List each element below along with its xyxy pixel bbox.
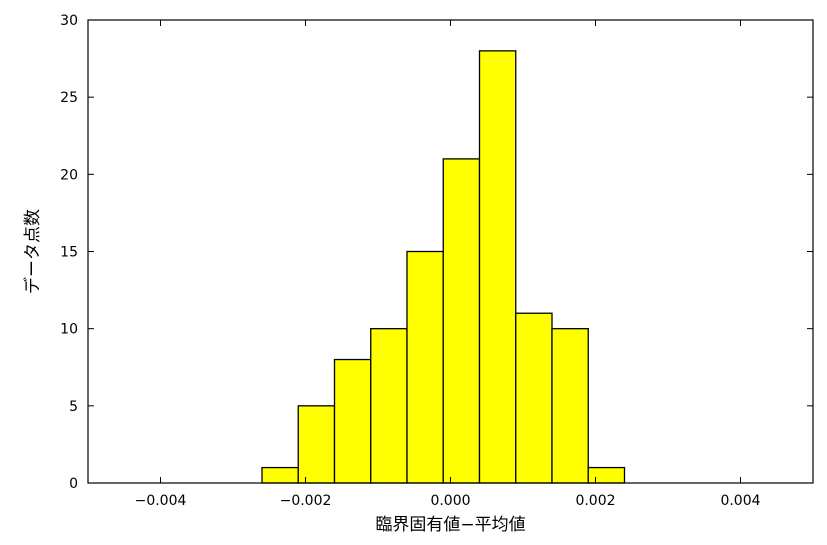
x-tick-label: −0.002 xyxy=(280,493,332,509)
histogram-bar xyxy=(443,159,479,483)
histogram-bar xyxy=(588,468,624,483)
x-tick-label: 0.004 xyxy=(720,493,760,509)
x-tick-label: 0.000 xyxy=(430,493,470,509)
y-tick-label: 5 xyxy=(69,399,78,415)
x-axis-label: 臨界固有値−平均値 xyxy=(375,515,525,535)
x-tick-label: −0.004 xyxy=(135,493,187,509)
y-axis-label: データ点数 xyxy=(22,209,43,294)
histogram-bar xyxy=(552,329,588,483)
y-tick-label: 0 xyxy=(69,476,78,492)
y-tick-label: 20 xyxy=(60,167,78,183)
y-tick-label: 25 xyxy=(60,90,78,106)
y-tick-label: 15 xyxy=(60,245,78,261)
histogram-bar xyxy=(407,252,443,484)
histogram-bar xyxy=(480,51,516,483)
bars-group xyxy=(262,51,625,483)
histogram-bar xyxy=(335,360,371,483)
histogram-bar xyxy=(298,406,334,483)
x-tick-label: 0.002 xyxy=(575,493,615,509)
histogram-bar xyxy=(516,313,552,483)
y-tick-label: 30 xyxy=(60,13,78,29)
histogram-bar xyxy=(262,468,298,483)
histogram-bar xyxy=(371,329,407,483)
y-tick-label: 10 xyxy=(60,322,78,338)
